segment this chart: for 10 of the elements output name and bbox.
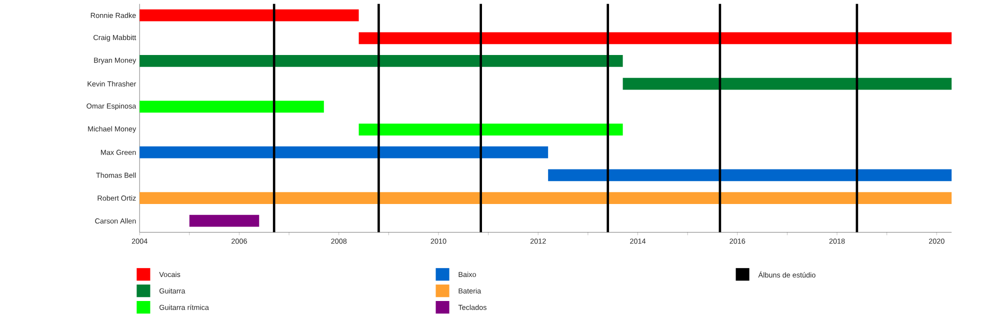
bar [548,169,952,182]
bar [622,78,952,90]
bar [358,124,623,136]
bar [140,192,952,204]
bar [189,214,260,227]
bar [140,146,548,158]
bar [140,100,324,113]
bar [140,9,359,22]
bar [358,32,952,44]
bar [140,55,623,67]
